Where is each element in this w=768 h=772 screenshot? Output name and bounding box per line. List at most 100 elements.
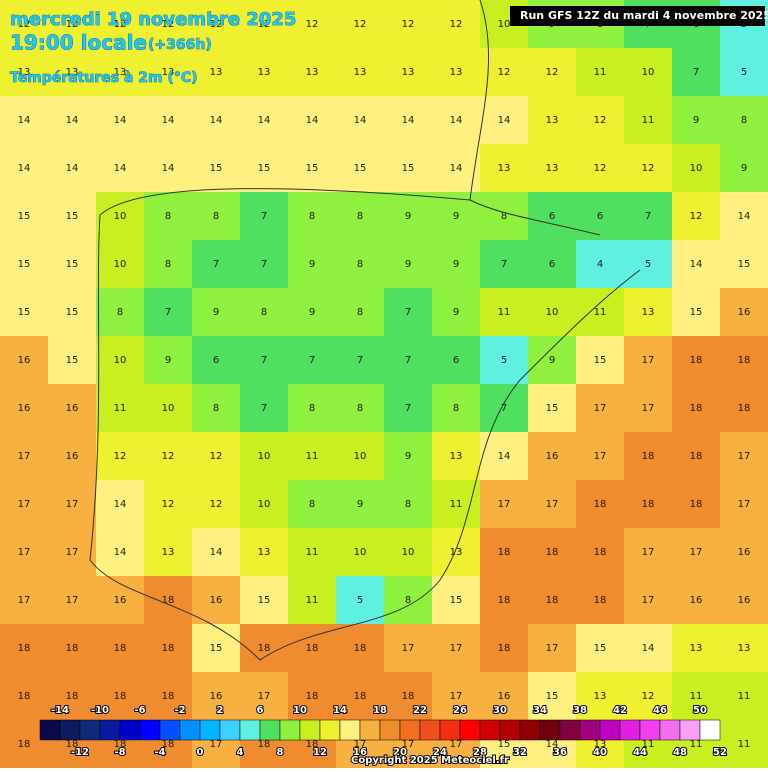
legend-swatch [119, 719, 141, 741]
temp-value: 9 [309, 307, 315, 318]
legend-swatch [559, 719, 581, 741]
legend-swatch [59, 719, 81, 741]
legend-label: 38 [573, 705, 587, 716]
temp-cell [288, 384, 337, 433]
temp-value: 12 [210, 451, 223, 462]
temp-value: 12 [642, 691, 655, 702]
legend-label: 0 [197, 747, 204, 758]
temp-value: 8 [165, 259, 171, 270]
temp-value: 11 [594, 67, 607, 78]
temp-value: 15 [210, 643, 223, 654]
temp-value: 10 [690, 163, 703, 174]
legend-swatch [619, 719, 641, 741]
temp-value: 15 [738, 259, 751, 270]
temp-cell [240, 576, 289, 625]
temp-cell [240, 48, 289, 97]
temp-value: 10 [354, 547, 367, 558]
temp-cell [288, 240, 337, 289]
temp-value: 18 [402, 691, 415, 702]
temp-cell [720, 624, 768, 673]
temp-value: 15 [498, 739, 511, 750]
temp-cell [0, 576, 49, 625]
temp-cell [576, 528, 625, 577]
temp-cell [48, 96, 97, 145]
temp-value: 14 [114, 499, 127, 510]
temp-value: 11 [738, 739, 751, 750]
temp-value: 12 [402, 19, 415, 30]
temp-cell [48, 384, 97, 433]
temp-cell [96, 384, 145, 433]
temp-cell [672, 384, 721, 433]
temp-cell [432, 432, 481, 481]
temp-value: 9 [453, 259, 459, 270]
temp-cell [0, 624, 49, 673]
temp-cell [720, 192, 768, 241]
temp-value: 13 [66, 67, 79, 78]
temp-value: 11 [642, 739, 655, 750]
temp-value: 14 [210, 547, 223, 558]
temp-value: 7 [405, 403, 411, 414]
temp-cell [720, 384, 768, 433]
legend-label: 26 [453, 705, 467, 716]
temp-cell [240, 480, 289, 529]
temp-value: 6 [549, 211, 555, 222]
temp-cell [576, 288, 625, 337]
temp-cell [192, 192, 241, 241]
temp-value: 18 [306, 691, 319, 702]
legend-label: 50 [693, 705, 707, 716]
temp-cell [288, 96, 337, 145]
temp-value: 18 [258, 739, 271, 750]
temp-cell [432, 192, 481, 241]
temp-value: 11 [306, 547, 319, 558]
temp-cell [192, 288, 241, 337]
temp-value: 6 [549, 259, 555, 270]
run-info: Run GFS 12Z du mardi 4 novembre 2025 [520, 9, 768, 22]
temp-cell [624, 96, 673, 145]
temp-value: 13 [258, 547, 271, 558]
temp-cell [336, 336, 385, 385]
temp-value: 13 [306, 67, 319, 78]
temp-value: 9 [213, 307, 219, 318]
legend-swatch [79, 719, 101, 741]
temp-cell [576, 432, 625, 481]
temp-value: 11 [306, 595, 319, 606]
temp-cell [624, 48, 673, 97]
temp-value: 18 [66, 739, 79, 750]
temp-cell [288, 0, 337, 49]
temp-cell [720, 336, 768, 385]
temp-cell [240, 144, 289, 193]
legend-swatch [159, 719, 181, 741]
temp-value: 18 [690, 499, 703, 510]
temp-cell [0, 144, 49, 193]
temp-value: 15 [594, 643, 607, 654]
temp-value: 17 [354, 739, 367, 750]
temp-cell [192, 336, 241, 385]
temp-cell [480, 528, 529, 577]
legend-swatch [679, 719, 701, 741]
temp-value: 15 [546, 691, 559, 702]
temp-value: 18 [594, 547, 607, 558]
temp-value: 8 [357, 403, 363, 414]
temp-value: 15 [450, 595, 463, 606]
temp-value: 9 [741, 163, 747, 174]
temp-cell [384, 240, 433, 289]
legend-swatch [39, 719, 61, 741]
temp-cell [432, 528, 481, 577]
temp-cell [144, 672, 193, 721]
temp-cell [192, 96, 241, 145]
temp-value: 14 [66, 115, 79, 126]
temp-value: 17 [402, 739, 415, 750]
temp-value: 18 [546, 595, 559, 606]
temp-value: 16 [18, 403, 31, 414]
temp-cell [432, 48, 481, 97]
legend-swatch [599, 719, 621, 741]
temp-cell [336, 672, 385, 721]
temp-cell [384, 336, 433, 385]
temp-cell [384, 624, 433, 673]
temp-value: 13 [18, 67, 31, 78]
temp-value: 13 [354, 67, 367, 78]
temp-value: 7 [261, 355, 267, 366]
temp-cell [720, 432, 768, 481]
temp-cell [288, 288, 337, 337]
temp-cell [48, 672, 97, 721]
